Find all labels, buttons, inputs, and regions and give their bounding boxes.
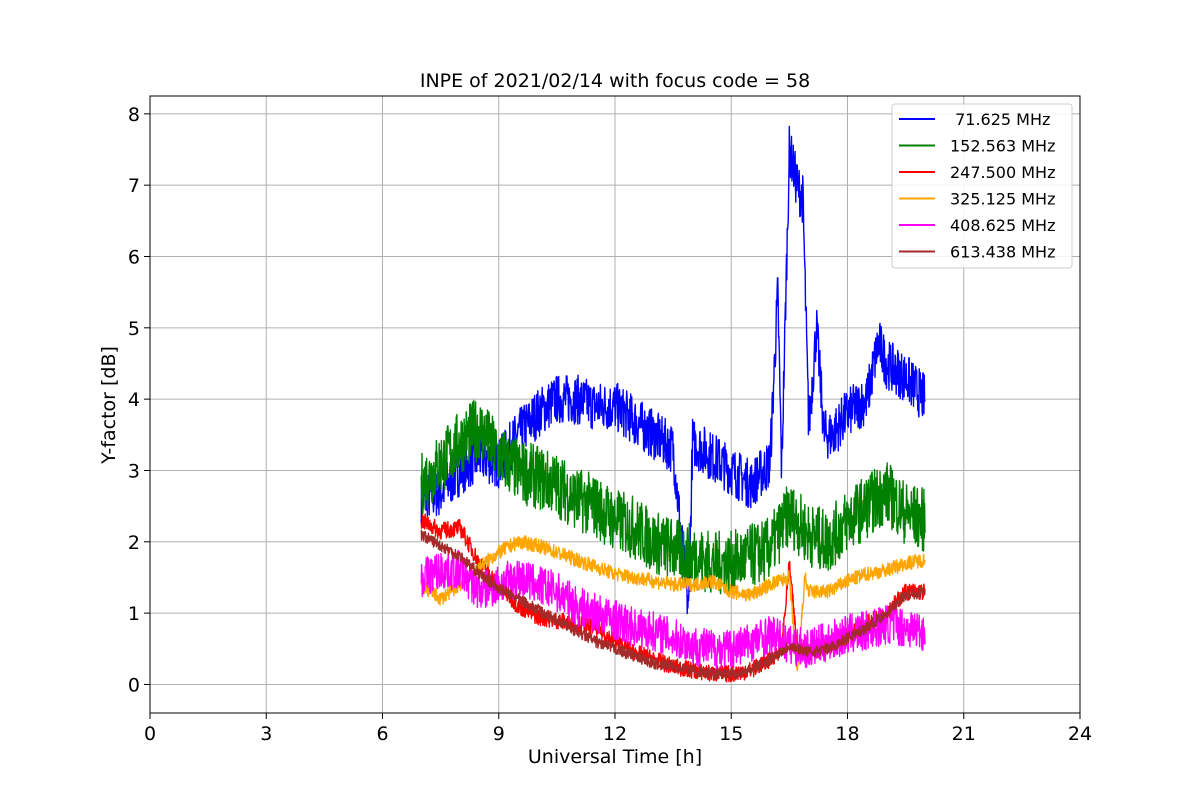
series-line bbox=[420, 535, 926, 672]
x-tick-label: 15 bbox=[719, 723, 743, 745]
legend-entry: 613.438 MHz bbox=[950, 243, 1055, 262]
x-tick-label: 6 bbox=[376, 723, 388, 745]
x-tick-label: 18 bbox=[835, 723, 859, 745]
x-tick-label: 0 bbox=[144, 723, 156, 745]
x-tick-label: 9 bbox=[493, 723, 505, 745]
legend-entry: 71.625 MHz bbox=[950, 110, 1050, 129]
series-line bbox=[420, 529, 926, 680]
y-tick-label: 6 bbox=[128, 246, 140, 268]
y-tick-label: 8 bbox=[128, 104, 140, 126]
y-tick-label: 5 bbox=[128, 318, 140, 340]
y-tick-label: 2 bbox=[128, 532, 140, 554]
x-tick-label: 3 bbox=[260, 723, 272, 745]
x-axis-ticks: 0 3 6 9 12 15 18 21 24 bbox=[144, 713, 1092, 745]
legend-entry: 408.625 MHz bbox=[950, 216, 1055, 235]
y-tick-label: 1 bbox=[128, 603, 140, 625]
legend: 71.625 MHz 152.563 MHz 247.500 MHz 325.125 … bbox=[891, 103, 1073, 269]
legend-entry: 152.563 MHz bbox=[950, 137, 1055, 156]
legend-entry: 325.125 MHz bbox=[950, 190, 1055, 209]
x-tick-label: 12 bbox=[603, 723, 627, 745]
y-axis-label: Y-factor [dB] bbox=[98, 346, 120, 465]
x-tick-label: 21 bbox=[952, 723, 976, 745]
y-tick-label: 4 bbox=[128, 389, 140, 411]
y-axis-ticks: 0 1 2 3 4 5 6 7 8 bbox=[128, 104, 150, 696]
y-tick-label: 0 bbox=[128, 674, 140, 696]
x-axis-label: Universal Time [h] bbox=[528, 746, 702, 768]
x-tick-label: 24 bbox=[1068, 723, 1092, 745]
legend-entry: 247.500 MHz bbox=[950, 163, 1055, 182]
chart-title: INPE of 2021/02/14 with focus code = 58 bbox=[420, 70, 810, 92]
series-line bbox=[420, 399, 926, 595]
series-layer bbox=[420, 125, 926, 683]
y-tick-label: 3 bbox=[128, 460, 140, 482]
y-tick-label: 7 bbox=[128, 175, 140, 197]
legend-box bbox=[891, 103, 1073, 269]
series-line bbox=[420, 549, 926, 670]
